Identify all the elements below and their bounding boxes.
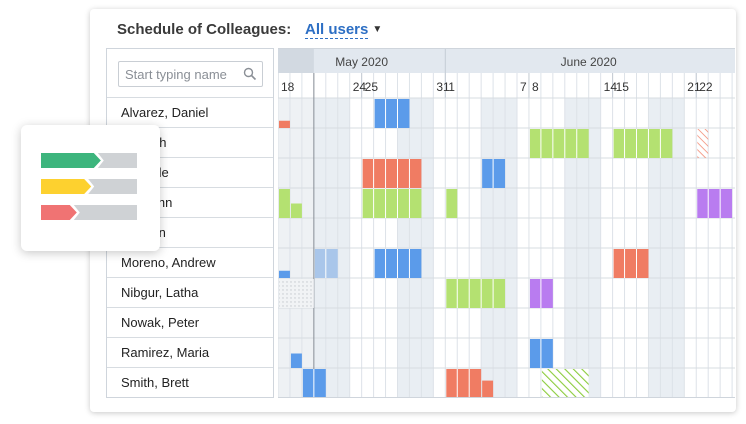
- legend-track: [97, 153, 137, 168]
- day-label: 18: [281, 80, 295, 94]
- event-bar: [362, 189, 422, 218]
- day-label: 31: [436, 80, 450, 94]
- event-bar: [529, 339, 553, 368]
- event-bar: [697, 129, 709, 158]
- page-title: Schedule of Colleagues:: [117, 21, 292, 38]
- person-name-row[interactable]: Ramirez, Maria: [107, 337, 273, 367]
- event-bar: [541, 369, 589, 397]
- event-bar: [279, 189, 290, 218]
- event-bar: [613, 249, 649, 278]
- person-name-row[interactable]: Alvarez, Daniel: [107, 97, 273, 127]
- event-bar: [314, 249, 338, 278]
- event-bar: [446, 189, 458, 218]
- legend-track: [88, 179, 137, 194]
- day-label: 24: [353, 80, 367, 94]
- event-bar: [613, 129, 673, 158]
- legend-graphic: [41, 153, 137, 220]
- day-header-band: [278, 73, 735, 98]
- month-label: May 2020: [335, 55, 388, 69]
- caret-down-icon[interactable]: ▼: [372, 24, 383, 35]
- search-icon[interactable]: [243, 67, 257, 81]
- legend-bar: [41, 179, 92, 194]
- event-bar: [446, 369, 482, 397]
- day-label: 15: [616, 80, 630, 94]
- day-label: 14: [604, 80, 618, 94]
- legend-bar: [41, 205, 77, 220]
- event-bar: [279, 120, 290, 128]
- event-bar: [290, 203, 302, 218]
- schedule-grid: May 2020 June 2020 18 24 25 31 1 7 8 14 15 21 22: [278, 48, 735, 398]
- person-name-row[interactable]: Nowak, Peter: [107, 307, 273, 337]
- event-bar: [279, 279, 314, 308]
- day-label: 7: [520, 80, 527, 94]
- day-label: 21: [687, 80, 701, 94]
- event-bar: [362, 159, 422, 188]
- event-bar: [697, 189, 733, 218]
- legend-bar: [41, 153, 101, 168]
- users-filter-label[interactable]: All users: [305, 21, 369, 39]
- event-bar: [279, 270, 290, 278]
- users-filter-dropdown[interactable]: All users ▼: [305, 21, 383, 39]
- day-label: 8: [532, 80, 539, 94]
- event-bar: [482, 380, 494, 397]
- month-header-band: [278, 49, 735, 73]
- past-header-shade: [278, 49, 314, 73]
- person-name-row[interactable]: Smith, Brett: [107, 367, 273, 397]
- event-bar: [529, 279, 553, 308]
- day-label: 22: [699, 80, 713, 94]
- event-bar: [529, 129, 589, 158]
- day-label: 1: [448, 80, 455, 94]
- event-bar: [374, 99, 410, 128]
- event-bar: [290, 353, 302, 368]
- month-label: June 2020: [561, 55, 617, 69]
- event-bar: [446, 279, 506, 308]
- day-label: 25: [365, 80, 379, 94]
- legend-track: [73, 205, 137, 220]
- name-search-input[interactable]: [125, 62, 235, 86]
- legend-card: [21, 125, 160, 251]
- name-search-box[interactable]: [118, 61, 263, 87]
- person-name-row[interactable]: Nibgur, Latha: [107, 277, 273, 307]
- person-name-row[interactable]: Moreno, Andrew: [107, 247, 273, 277]
